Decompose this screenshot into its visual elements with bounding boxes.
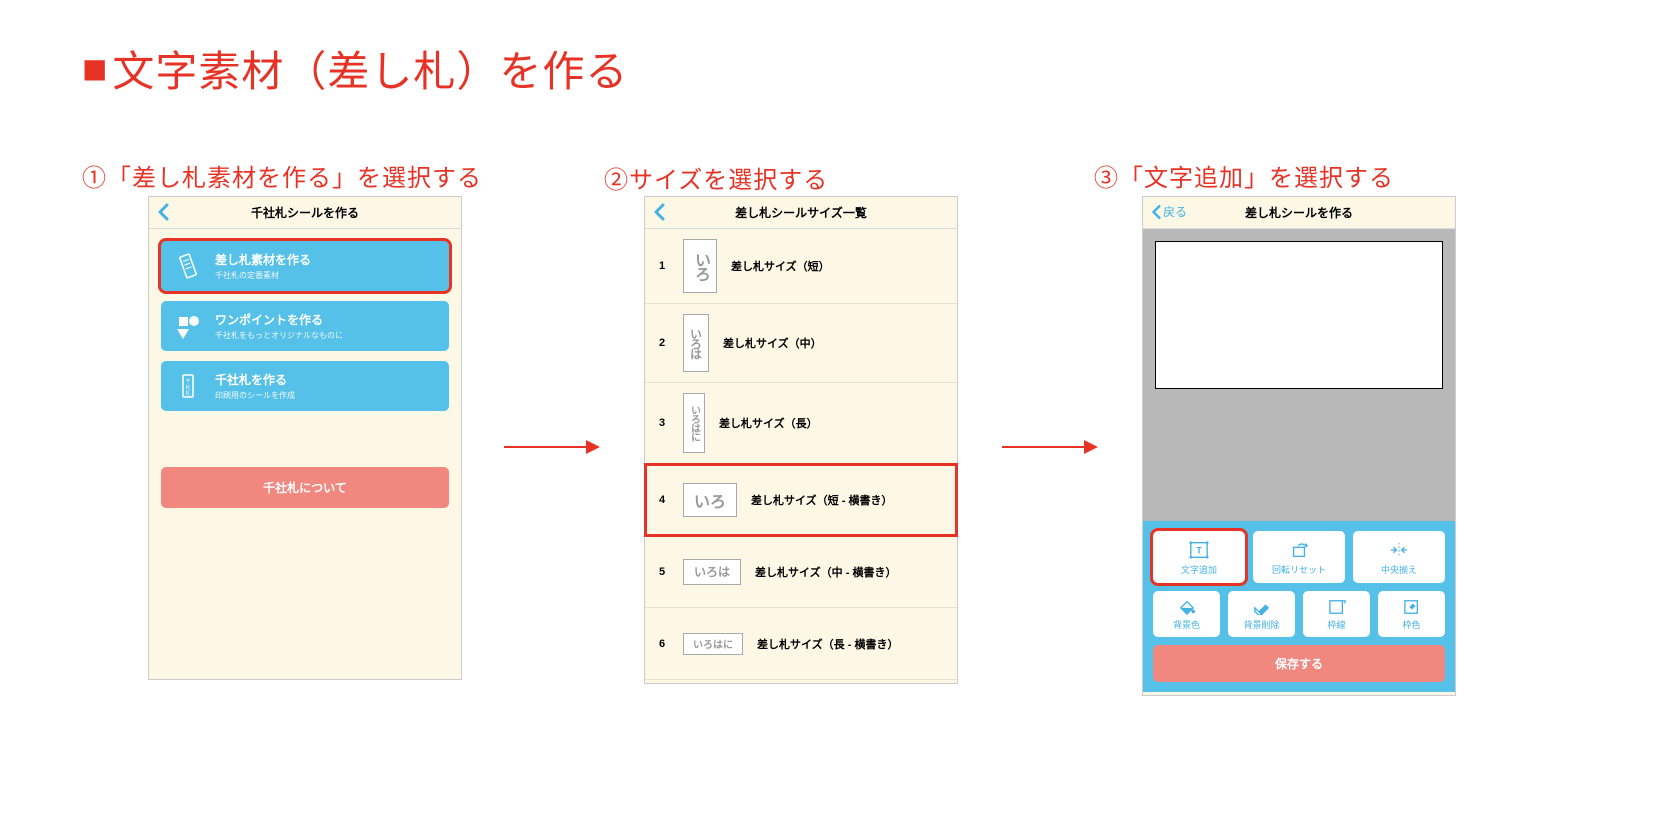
svg-text:千: 千 <box>185 378 190 385</box>
thumb-icon: いろは <box>683 314 709 372</box>
size-row-3[interactable]: 3 いろはに 差し札サイズ（長） <box>645 383 957 464</box>
card3-title: 千社札を作る <box>215 371 295 388</box>
fill-icon <box>1178 599 1196 615</box>
card2-sub: 千社札をもっとオリジナルなものに <box>215 330 343 341</box>
thumb-icon: いろはに <box>683 633 743 655</box>
shapes-icon <box>173 311 203 341</box>
size-row-6[interactable]: 6 いろはに 差し札サイズ（長 - 横書き） <box>645 608 957 680</box>
tool-label: 枠線 <box>1327 618 1345 631</box>
card3-sub: 印刷用のシールを作成 <box>215 390 295 401</box>
phone2-header: 差し札シールサイズ一覧 <box>645 197 957 229</box>
row-num: 2 <box>659 337 669 349</box>
tool-border[interactable]: 枠線 <box>1303 591 1370 637</box>
card-senjafuda[interactable]: 千社札 千社札を作る 印刷用のシールを作成 <box>161 361 449 411</box>
eraser-icon <box>1253 599 1271 615</box>
row-label: 差し札サイズ（中） <box>723 335 822 351</box>
phone3-header: 戻る 差し札シールを作る <box>1143 197 1455 229</box>
size-row-5[interactable]: 5 いろは 差し札サイズ（中 - 横書き） <box>645 536 957 608</box>
row-label: 差し札サイズ（短 - 横書き） <box>751 492 892 508</box>
phone1-title: 千社札シールを作る <box>251 204 359 221</box>
back-label: 戻る <box>1163 203 1187 220</box>
thumb-icon: いろ <box>683 483 737 517</box>
phone2-title: 差し札シールサイズ一覧 <box>735 204 867 221</box>
tool-bgcolor[interactable]: 背景色 <box>1153 591 1220 637</box>
thumb-icon: いろは <box>683 559 741 585</box>
card1-title: 差し札素材を作る <box>215 251 311 268</box>
size-row-4[interactable]: 4 いろ 差し札サイズ（短 - 横書き） <box>645 464 957 536</box>
arrow-1 <box>504 446 598 448</box>
tool-label: 文字追加 <box>1181 563 1217 576</box>
tool-add-text[interactable]: T 文字追加 <box>1153 531 1245 583</box>
center-icon <box>1388 540 1410 560</box>
tool-center-align[interactable]: 中央揃え <box>1353 531 1445 583</box>
phone-1: 千社札シールを作る 差し札素材を作る 千社札の定番素材 ワンポイントを作る 千社… <box>148 196 462 680</box>
tool-label: 中央揃え <box>1381 563 1417 576</box>
card1-sub: 千社札の定番素材 <box>215 270 311 281</box>
row-num: 1 <box>659 260 669 272</box>
arrow-2 <box>1002 446 1096 448</box>
about-button[interactable]: 千社札について <box>161 467 449 508</box>
phone-3: 戻る 差し札シールを作る T 文字追加 回転リセット <box>1142 196 1456 696</box>
preview-canvas[interactable] <box>1155 241 1443 389</box>
phone-2: 差し札シールサイズ一覧 1 いろ 差し札サイズ（短） 2 いろは 差し札サイズ（… <box>644 196 958 684</box>
card-onepoint[interactable]: ワンポイントを作る 千社札をもっとオリジナルなものに <box>161 301 449 351</box>
back-button[interactable] <box>157 203 169 221</box>
row-num: 4 <box>659 494 669 506</box>
row-label: 差し札サイズ（長 - 横書き） <box>757 636 898 652</box>
step3-caption: ③「文字追加」を選択する <box>1094 158 1394 193</box>
tool-bordercolor[interactable]: 枠色 <box>1378 591 1445 637</box>
tool-label: 回転リセット <box>1272 563 1326 576</box>
size-list: 1 いろ 差し札サイズ（短） 2 いろは 差し札サイズ（中） 3 いろはに 差し… <box>645 229 957 680</box>
save-button[interactable]: 保存する <box>1153 645 1445 682</box>
tool-label: 背景色 <box>1173 618 1200 631</box>
step1-caption: ①「差し札素材を作る」を選択する <box>82 158 482 193</box>
tool-label: 背景削除 <box>1243 618 1279 631</box>
tool-label: 枠色 <box>1402 618 1420 631</box>
step2-caption: ②サイズを選択する <box>604 160 828 195</box>
row-label: 差し札サイズ（中 - 横書き） <box>755 564 896 580</box>
svg-text:社: 社 <box>185 384 190 391</box>
preview-area <box>1143 229 1455 521</box>
size-row-2[interactable]: 2 いろは 差し札サイズ（中） <box>645 304 957 383</box>
tool-panel: T 文字追加 回転リセット 中央揃え 背 <box>1143 521 1455 692</box>
rotate-icon <box>1288 540 1310 560</box>
thumb-icon: いろはに <box>683 393 705 453</box>
size-row-1[interactable]: 1 いろ 差し札サイズ（短） <box>645 229 957 304</box>
add-text-icon: T <box>1188 540 1210 560</box>
card2-title: ワンポイントを作る <box>215 311 343 328</box>
thumb-icon: いろ <box>683 239 717 293</box>
row-label: 差し札サイズ（短） <box>731 258 830 274</box>
row-num: 6 <box>659 638 669 650</box>
tool-rotate-reset[interactable]: 回転リセット <box>1253 531 1345 583</box>
page-title: 文字素材（差し札）を作る <box>82 38 628 99</box>
svg-text:札: 札 <box>185 390 190 397</box>
row-label: 差し札サイズ（長） <box>719 415 818 431</box>
border-icon <box>1328 599 1346 615</box>
border-fill-icon <box>1403 599 1421 615</box>
card-sashifuda[interactable]: 差し札素材を作る 千社札の定番素材 <box>161 241 449 291</box>
back-button-2[interactable] <box>653 203 665 221</box>
tool-bgdelete[interactable]: 背景削除 <box>1228 591 1295 637</box>
phone1-header: 千社札シールを作る <box>149 197 461 229</box>
row-num: 3 <box>659 417 669 429</box>
phone3-title: 差し札シールを作る <box>1245 204 1353 221</box>
fuda-icon: 千社札 <box>173 371 203 401</box>
svg-text:T: T <box>1196 546 1202 556</box>
tag-icon <box>173 251 203 281</box>
back-button-3[interactable]: 戻る <box>1151 203 1187 220</box>
row-num: 5 <box>659 566 669 578</box>
